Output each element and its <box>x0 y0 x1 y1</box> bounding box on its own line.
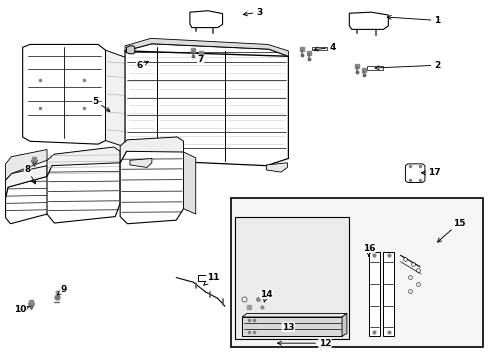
Text: 4: 4 <box>313 43 335 52</box>
Polygon shape <box>5 166 47 198</box>
Polygon shape <box>120 148 183 224</box>
Text: 17: 17 <box>421 168 440 177</box>
Polygon shape <box>183 152 195 214</box>
Text: 10: 10 <box>14 305 29 314</box>
Polygon shape <box>22 44 105 144</box>
Text: 7: 7 <box>197 55 203 64</box>
Polygon shape <box>120 137 183 163</box>
Polygon shape <box>198 275 210 281</box>
Polygon shape <box>348 12 387 30</box>
Text: 15: 15 <box>437 219 465 242</box>
Polygon shape <box>120 163 133 210</box>
Text: 2: 2 <box>374 61 439 70</box>
Text: 13: 13 <box>282 323 294 332</box>
Polygon shape <box>105 50 127 148</box>
Polygon shape <box>383 252 393 336</box>
Polygon shape <box>405 164 424 183</box>
Polygon shape <box>311 46 327 50</box>
Polygon shape <box>5 149 47 180</box>
Polygon shape <box>125 44 288 166</box>
Text: 9: 9 <box>58 285 67 295</box>
Polygon shape <box>341 314 346 336</box>
Text: 1: 1 <box>386 15 439 25</box>
Polygon shape <box>368 252 379 336</box>
Polygon shape <box>242 314 346 317</box>
Text: 12: 12 <box>277 339 330 348</box>
Text: 16: 16 <box>362 244 374 256</box>
Polygon shape <box>130 158 152 167</box>
Polygon shape <box>189 11 222 28</box>
Text: 3: 3 <box>243 8 262 17</box>
Text: 14: 14 <box>260 289 272 302</box>
Polygon shape <box>47 147 120 176</box>
Bar <box>230 198 483 347</box>
Text: 11: 11 <box>203 273 219 285</box>
Polygon shape <box>366 66 383 69</box>
Polygon shape <box>5 176 49 224</box>
Polygon shape <box>125 39 288 56</box>
Polygon shape <box>266 163 287 172</box>
Polygon shape <box>126 46 135 54</box>
Polygon shape <box>242 317 341 336</box>
Text: 8: 8 <box>24 165 36 184</box>
Polygon shape <box>47 159 120 223</box>
Text: 5: 5 <box>92 96 110 111</box>
Text: 6: 6 <box>136 61 148 70</box>
Bar <box>234 217 348 338</box>
